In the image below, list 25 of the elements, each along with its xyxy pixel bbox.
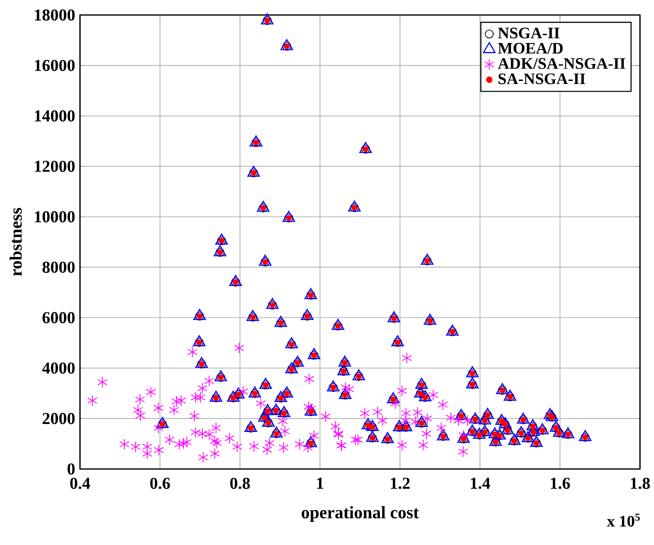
- text: x 10$^{5}$: [606, 514, 640, 527]
- legend-label: ADK/SA-NSGA-II: [498, 58, 626, 69]
- y-tick-label: 16000: [34, 60, 75, 72]
- legend-label: MOEA/D: [498, 42, 563, 54]
- x-tick-label: 0.4: [70, 478, 90, 490]
- y-tick-label: 12000: [34, 160, 75, 172]
- x-tick-label: 1: [317, 478, 324, 489]
- y-tick-label: 18000: [34, 9, 75, 21]
- x-tick-label: 1.2: [390, 478, 410, 489]
- x-tick-label: 1.6: [550, 478, 570, 489]
- x-tick-label: 0.6: [150, 478, 170, 490]
- y-tick-label: 6000: [42, 312, 75, 324]
- y-tick-label: 4000: [42, 362, 75, 374]
- x-tick-label: 0.8: [230, 478, 250, 490]
- legend-label: NSGA-II: [498, 28, 560, 38]
- y-tick-label: 0: [68, 463, 75, 475]
- y-axis-title: robstness: [10, 208, 22, 276]
- x-tick-label: 1.8: [630, 478, 650, 490]
- legend-label: SA-NSGA-II: [498, 73, 586, 84]
- y-tick-label: 2000: [42, 412, 75, 424]
- y-tick-label: 10000: [34, 211, 75, 222]
- x-tick-label: 1.4: [470, 478, 490, 489]
- x-axis-title: operational cost: [302, 506, 419, 522]
- y-tick-label: 8000: [42, 262, 75, 273]
- y-tick-label: 14000: [34, 110, 75, 122]
